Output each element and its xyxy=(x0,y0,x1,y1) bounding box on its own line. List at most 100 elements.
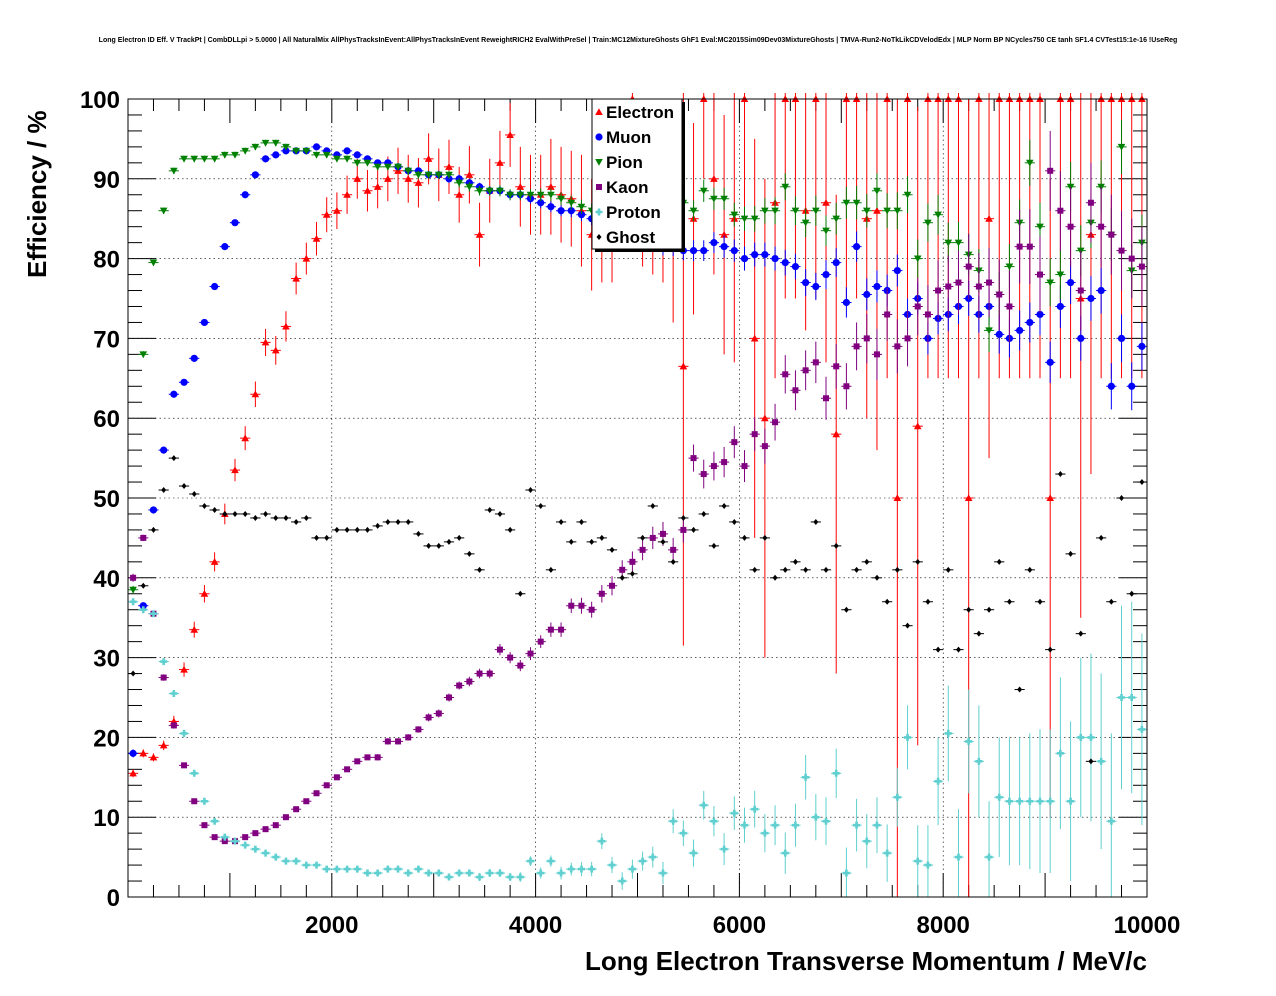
ghost-point xyxy=(456,534,462,541)
pion-point xyxy=(822,227,830,235)
pion-point xyxy=(384,163,392,171)
electron-point xyxy=(384,175,392,182)
ghost-point xyxy=(487,506,493,513)
ghost-point xyxy=(945,566,951,573)
muon-point xyxy=(577,211,586,219)
kaon-point xyxy=(649,534,656,541)
ghost-point xyxy=(222,510,228,517)
proton-point xyxy=(608,861,616,869)
proton-point xyxy=(975,757,983,765)
pion-point xyxy=(883,207,891,215)
muon-point xyxy=(1077,334,1085,342)
electron-point xyxy=(302,254,311,262)
pion-point xyxy=(251,143,260,151)
muon-point xyxy=(282,147,290,155)
electron-point xyxy=(455,190,463,198)
muon-point xyxy=(751,251,759,259)
pion-point xyxy=(699,187,708,195)
proton-point xyxy=(1138,725,1146,733)
kaon-point xyxy=(384,738,391,745)
kaon-point xyxy=(833,363,840,370)
kaon-point xyxy=(578,602,585,609)
muon-point xyxy=(537,199,545,207)
ghost-point xyxy=(415,530,421,537)
pion-point xyxy=(312,151,321,159)
y-tick-label: 60 xyxy=(93,406,120,433)
kaon-point xyxy=(629,558,636,565)
pion-point xyxy=(404,167,413,175)
legend-label-electron: Electron xyxy=(606,103,674,122)
legend-label-ghost: Ghost xyxy=(606,228,655,247)
proton-point xyxy=(649,853,657,861)
kaon-point xyxy=(1016,243,1023,250)
electron-point xyxy=(679,362,688,370)
proton-point xyxy=(934,777,942,785)
pion-point xyxy=(292,147,300,155)
pion-point xyxy=(139,351,148,359)
proton-point xyxy=(1128,694,1136,701)
muon-point xyxy=(547,203,555,211)
proton-point xyxy=(1046,797,1054,805)
pion-point xyxy=(893,207,902,215)
ghost-point xyxy=(477,566,483,573)
muon-point xyxy=(700,247,708,255)
electron-point xyxy=(964,494,973,502)
proton-point xyxy=(771,821,779,829)
electron-point xyxy=(241,434,249,442)
pion-point xyxy=(801,219,810,227)
kaon-point xyxy=(1006,303,1013,310)
kaon-point xyxy=(863,335,870,342)
kaon-point xyxy=(986,279,993,286)
ghost-point xyxy=(568,538,574,545)
muon-point xyxy=(720,243,728,251)
ghost-point xyxy=(446,538,452,545)
kaon-point xyxy=(721,459,728,466)
proton-point xyxy=(374,869,382,877)
pion-point xyxy=(852,199,861,207)
pion-point xyxy=(985,327,993,335)
electron-point xyxy=(873,206,881,214)
proton-point xyxy=(1118,694,1126,701)
proton-point xyxy=(425,869,433,877)
proton-point xyxy=(180,729,188,737)
electron-point xyxy=(292,274,300,282)
proton-point xyxy=(965,737,973,745)
proton-point xyxy=(863,837,871,845)
proton-point xyxy=(853,821,861,829)
x-tick-label: 6000 xyxy=(713,912,766,939)
proton-point xyxy=(1036,797,1044,805)
ghost-point xyxy=(905,622,911,629)
ghost-point xyxy=(517,590,523,597)
proton-point xyxy=(791,821,799,829)
ghost-point xyxy=(497,510,503,517)
proton-point xyxy=(465,869,473,877)
electron-point xyxy=(710,175,718,182)
ghost-point xyxy=(955,646,961,653)
kaon-point xyxy=(405,734,412,741)
kaon-point xyxy=(425,714,432,721)
electron-point xyxy=(353,175,362,182)
proton-point xyxy=(567,865,575,873)
proton-point xyxy=(129,598,137,606)
proton-point xyxy=(1097,757,1105,765)
pion-point xyxy=(475,187,484,195)
electron-point xyxy=(516,182,525,190)
pion-point xyxy=(282,143,290,151)
proton-point xyxy=(1016,797,1024,805)
ghost-point xyxy=(171,455,177,462)
pion-point xyxy=(924,219,932,227)
ghost-point xyxy=(996,558,1002,565)
electron-point xyxy=(373,182,382,190)
kaon-point xyxy=(445,694,452,701)
kaon-point xyxy=(598,590,605,597)
proton-point xyxy=(690,849,698,857)
ghost-point xyxy=(1139,479,1145,486)
ghost-point xyxy=(854,566,860,573)
pion-point xyxy=(261,139,270,147)
muon-point xyxy=(160,446,168,454)
kaon-point xyxy=(1108,231,1115,238)
proton-point xyxy=(435,869,443,877)
ghost-point xyxy=(691,526,697,533)
ghost-point xyxy=(762,534,768,541)
proton-point xyxy=(292,857,300,865)
